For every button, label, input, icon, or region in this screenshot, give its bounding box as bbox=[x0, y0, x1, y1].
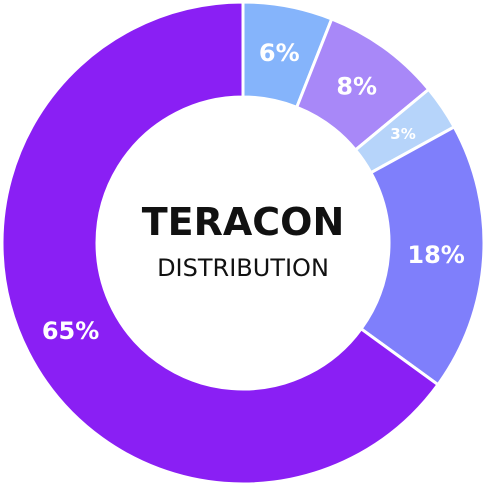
chart-subtitle: DISTRIBUTION bbox=[157, 254, 329, 282]
labels-layer: 6% 8% 3% 18% 65% bbox=[42, 39, 465, 345]
chart-title: TERACON bbox=[142, 200, 345, 244]
slice-label-1: 8% bbox=[336, 72, 377, 100]
slice-label-3: 18% bbox=[407, 241, 464, 269]
slice-label-2: 3% bbox=[390, 125, 415, 143]
slice-label-4: 65% bbox=[42, 317, 99, 345]
donut-center-hole bbox=[97, 97, 389, 389]
slice-label-0: 6% bbox=[259, 39, 300, 67]
